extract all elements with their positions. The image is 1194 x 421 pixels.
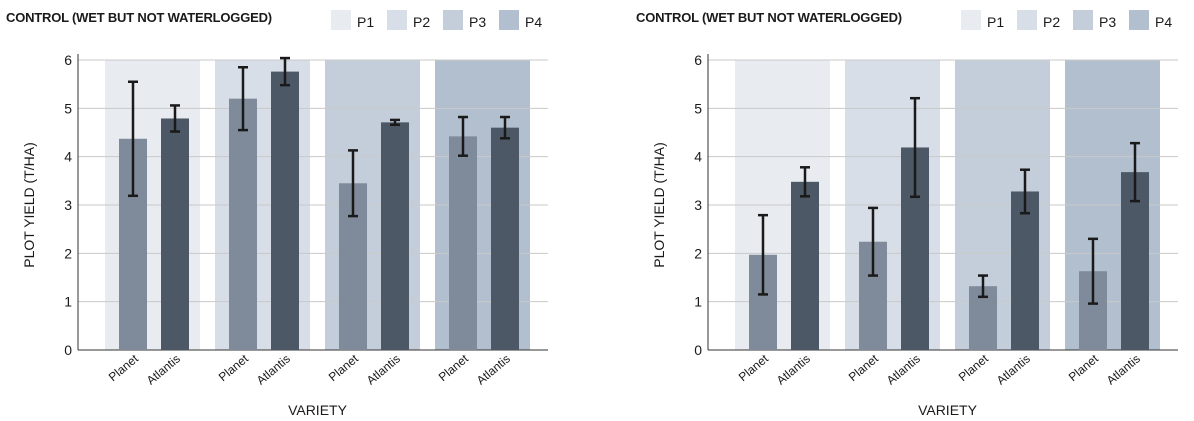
y-tick-label: 5 bbox=[694, 100, 702, 116]
y-tick-label: 1 bbox=[694, 294, 702, 310]
bar-atlantis-p1 bbox=[791, 181, 819, 350]
bar-atlantis-p4 bbox=[491, 127, 519, 351]
y-tick-label: 6 bbox=[694, 52, 702, 68]
legend-label-p1: P1 bbox=[357, 14, 374, 30]
x-tick-label-planet: Planet bbox=[956, 351, 992, 384]
x-tick-label-planet: Planet bbox=[106, 351, 142, 384]
y-tick-label: 0 bbox=[694, 342, 702, 358]
legend-swatch-p4 bbox=[499, 10, 519, 30]
y-axis-title: PLOT YIELD (T/HA) bbox=[21, 142, 37, 268]
y-tick-label: 0 bbox=[64, 342, 72, 358]
legend-swatch-p1 bbox=[331, 10, 351, 30]
y-tick-label: 4 bbox=[64, 149, 72, 165]
bar-planet-p2 bbox=[229, 98, 257, 351]
y-tick-label: 1 bbox=[64, 294, 72, 310]
bar-planet-p4 bbox=[449, 136, 477, 350]
legend-label-p4: P4 bbox=[1155, 14, 1172, 30]
x-tick-label-atlantis: Atlantis bbox=[364, 352, 403, 388]
y-tick-label: 2 bbox=[64, 245, 72, 261]
x-axis-title: VARIETY bbox=[918, 402, 978, 418]
legend-swatch-p4 bbox=[1129, 10, 1149, 30]
chart-panel-right: CONTROL (WET BUT NOT WATERLOGGED) P1 P2 P3 P… bbox=[630, 0, 1194, 421]
y-tick-label: 3 bbox=[694, 197, 702, 213]
chart-title: CONTROL (WET BUT NOT WATERLOGGED) bbox=[6, 10, 272, 25]
x-tick-label-atlantis: Atlantis bbox=[774, 352, 813, 388]
legend-swatch-p2 bbox=[1017, 10, 1037, 30]
legend-swatch-p3 bbox=[443, 10, 463, 30]
bar-atlantis-p3 bbox=[381, 122, 409, 350]
legend-label-p2: P2 bbox=[413, 14, 430, 30]
legend-label-p2: P2 bbox=[1043, 14, 1060, 30]
legend-swatch-p3 bbox=[1073, 10, 1093, 30]
bar-atlantis-p3 bbox=[1011, 191, 1039, 350]
x-tick-label-atlantis: Atlantis bbox=[474, 352, 513, 388]
legend-swatch-p2 bbox=[387, 10, 407, 30]
bar-atlantis-p1 bbox=[161, 118, 189, 350]
legend-label-p4: P4 bbox=[525, 14, 542, 30]
y-tick-label: 3 bbox=[64, 197, 72, 213]
x-tick-label-atlantis: Atlantis bbox=[144, 352, 183, 388]
x-axis-title: VARIETY bbox=[288, 402, 348, 418]
chart-panel-left: CONTROL (WET BUT NOT WATERLOGGED) P1 P2 P3 P… bbox=[6, 10, 548, 418]
x-tick-label-planet: Planet bbox=[736, 351, 772, 384]
x-tick-label-atlantis: Atlantis bbox=[994, 352, 1033, 388]
y-axis-title: PLOT YIELD (T/HA) bbox=[651, 142, 667, 268]
x-tick-label-planet: Planet bbox=[1066, 351, 1102, 384]
bar-chart-right: CONTROL (WET BUT NOT WATERLOGGED) P1 P2 P3 P… bbox=[636, 10, 1178, 418]
y-tick-label: 6 bbox=[64, 52, 72, 68]
x-tick-label-planet: Planet bbox=[326, 351, 362, 384]
x-tick-label-planet: Planet bbox=[216, 351, 252, 384]
x-tick-label-atlantis: Atlantis bbox=[884, 352, 923, 388]
legend-label-p3: P3 bbox=[1099, 14, 1116, 30]
legend-swatch-p1 bbox=[961, 10, 981, 30]
y-tick-label: 2 bbox=[694, 245, 702, 261]
x-tick-label-atlantis: Atlantis bbox=[254, 352, 293, 388]
bar-atlantis-p2 bbox=[271, 71, 299, 350]
legend-label-p3: P3 bbox=[469, 14, 486, 30]
chart-title: CONTROL (WET BUT NOT WATERLOGGED) bbox=[636, 10, 902, 25]
y-tick-label: 5 bbox=[64, 100, 72, 116]
bar-chart-left: CONTROL (WET BUT NOT WATERLOGGED) P1 P2 P3 P… bbox=[6, 10, 548, 418]
x-tick-label-planet: Planet bbox=[846, 351, 882, 384]
x-tick-label-atlantis: Atlantis bbox=[1104, 352, 1143, 388]
legend-label-p1: P1 bbox=[987, 14, 1004, 30]
y-tick-label: 4 bbox=[694, 149, 702, 165]
x-tick-label-planet: Planet bbox=[436, 351, 472, 384]
